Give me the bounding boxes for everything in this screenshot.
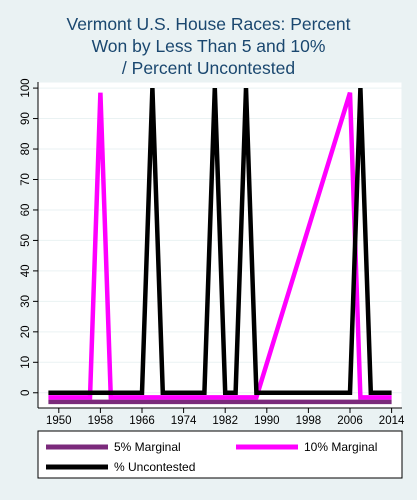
y-tick-label: 30 bbox=[20, 295, 32, 308]
legend-box bbox=[37, 430, 403, 479]
x-tick-label: 1958 bbox=[88, 415, 114, 427]
y-tick-label: 80 bbox=[20, 143, 32, 156]
chart-title-line-1: Vermont U.S. House Races: Percent bbox=[66, 14, 351, 34]
y-tick-label: 90 bbox=[20, 112, 32, 125]
x-axis: 1950 1958 1966 1974 1982 1990 1998 2006 2014 bbox=[38, 407, 405, 427]
x-tick-label: 1998 bbox=[296, 415, 322, 427]
y-axis: 0 10 20 30 40 50 60 70 80 90 100 bbox=[20, 78, 39, 408]
y-tick-label: 40 bbox=[20, 264, 32, 277]
x-tick-label: 1966 bbox=[129, 415, 155, 427]
x-tick-label: 2014 bbox=[379, 415, 405, 427]
chart-title-line-3: / Percent Uncontested bbox=[121, 58, 296, 78]
legend-label-2: % Uncontested bbox=[114, 460, 195, 474]
y-tick-label: 100 bbox=[20, 78, 32, 97]
series-line-2 bbox=[48, 88, 392, 396]
x-tick-label: 1990 bbox=[254, 415, 280, 427]
x-tick-label: 2006 bbox=[337, 415, 363, 427]
y-tick-label: 50 bbox=[20, 234, 32, 247]
legend: 5% Marginal 10% Marginal % Uncontested bbox=[46, 440, 377, 474]
legend-label-0: 5% Marginal bbox=[114, 440, 181, 454]
chart-title-line-2: Won by Less Than 5 and 10% bbox=[91, 36, 326, 56]
series-line-1 bbox=[48, 92, 392, 400]
y-tick-label: 70 bbox=[20, 173, 32, 186]
x-tick-label: 1950 bbox=[46, 415, 72, 427]
x-tick-label: 1974 bbox=[171, 415, 197, 427]
y-tick-label: 0 bbox=[20, 390, 32, 396]
series-layer bbox=[48, 88, 392, 405]
y-tick-label: 60 bbox=[20, 204, 32, 217]
y-tick-label: 20 bbox=[20, 325, 32, 338]
y-tick-label: 10 bbox=[20, 356, 32, 369]
x-tick-label: 1982 bbox=[212, 415, 238, 427]
legend-label-1: 10% Marginal bbox=[304, 440, 377, 454]
